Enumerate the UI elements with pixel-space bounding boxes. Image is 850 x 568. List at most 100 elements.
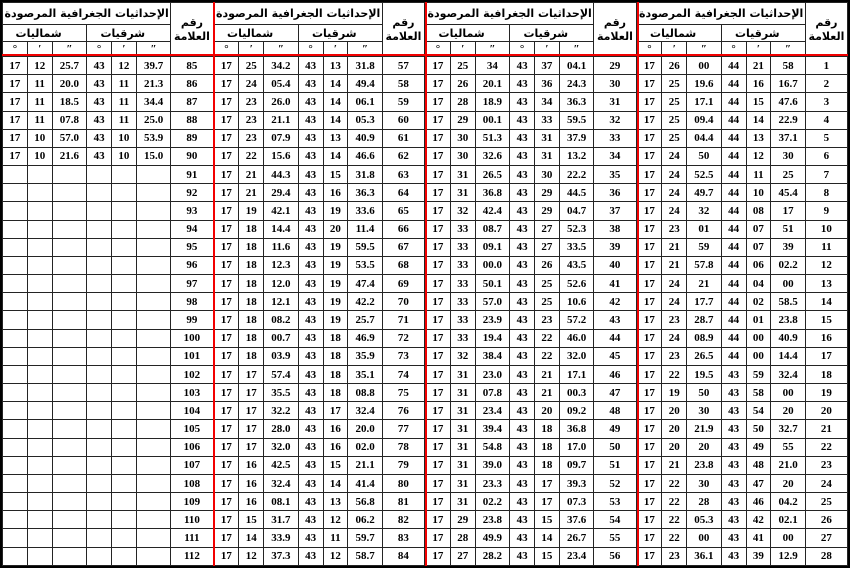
coordinate-cell: 25.0 <box>135 110 172 130</box>
mark-number-header-line2: العلامة <box>385 29 422 43</box>
coordinate-cell: 17 <box>425 473 451 494</box>
coordinate-cell: 22.2 <box>558 165 595 185</box>
coordinate-cell: 28.7 <box>686 310 722 330</box>
coordinate-cell: 02.0 <box>347 437 383 457</box>
table-row: 17 22 19.5 43 59 32.4 18 <box>636 364 849 385</box>
east-header: شرقيات <box>509 24 595 42</box>
coordinate-cell: 39.0 <box>474 455 511 475</box>
mark-number-cell: 48 <box>593 401 637 421</box>
mark-number-cell: 88 <box>170 110 214 130</box>
coordinate-cell: 12.1 <box>263 292 299 312</box>
coordinate-cell <box>26 401 53 421</box>
coordinate-cell: 18 <box>534 455 560 475</box>
coordinate-cell: 25 <box>449 55 476 76</box>
coordinate-cell: 24 <box>661 183 688 203</box>
table-row: 17 15 31.7 43 12 06.2 82 <box>213 510 426 530</box>
coordinate-cell: 43 <box>297 219 324 239</box>
coordinate-cell: 18.5 <box>51 92 88 112</box>
coordinate-cell: 19 <box>322 237 349 257</box>
coordinate-cell: 41.4 <box>347 473 383 494</box>
table-row: 17 17 35.5 43 18 08.8 75 <box>213 383 426 403</box>
coordinate-cell: 58.7 <box>347 546 383 567</box>
coordinate-cell: 32.7 <box>770 419 806 439</box>
mark-number-header-line2: العلامة <box>808 29 845 43</box>
table-row: 17 33 19.4 43 22 46.0 44 <box>425 328 637 348</box>
mark-number-cell: 85 <box>170 55 214 76</box>
coordinate-cell: 47.6 <box>770 92 806 112</box>
coordinate-cell: 28.0 <box>263 419 299 439</box>
coordinate-cell: 17 <box>213 165 240 185</box>
panel-title: الإحداثيات الجغرافية المرصودة <box>424 2 595 25</box>
coordinate-cell: 16 <box>238 473 265 494</box>
coordinate-cell: 22 <box>661 364 688 385</box>
coordinate-cell: 08 <box>745 201 772 221</box>
coordinate-cell: 43 <box>86 128 112 148</box>
coordinate-cell: 23.0 <box>474 364 511 385</box>
table-row: 17 21 57.8 44 06 02.2 12 <box>636 255 849 276</box>
coordinate-cell: 55 <box>770 437 806 457</box>
panel-marks-85-112: الإحداثيات الجغرافية المرصودة رقم العلام… <box>1 2 214 567</box>
coordinate-cell: 22 <box>534 328 560 348</box>
coordinate-cell: 32.6 <box>474 146 511 167</box>
coordinate-cell: 43 <box>297 128 324 148</box>
coordinate-cell: 42.2 <box>347 292 383 312</box>
coordinate-cell: 43 <box>509 74 535 94</box>
coordinate-cell <box>51 364 88 385</box>
coordinate-cell: 43 <box>86 55 112 76</box>
coordinate-cell: 43 <box>297 237 324 257</box>
coordinate-cell <box>26 437 53 457</box>
mark-number-cell: 28 <box>804 546 849 567</box>
coordinate-cell: 43 <box>297 165 324 185</box>
coordinate-cell: 00.1 <box>474 110 511 130</box>
mark-number-cell: 101 <box>170 346 214 366</box>
coordinate-cell: 25 <box>534 292 560 312</box>
coordinate-cell <box>26 328 53 348</box>
coordinate-cell: 43 <box>297 74 324 94</box>
coordinate-cell: 31 <box>449 455 476 475</box>
coordinate-cell <box>26 183 53 203</box>
coordinate-cell: 00 <box>745 328 772 348</box>
coordinate-cell: 37.3 <box>263 546 299 567</box>
coordinate-cell <box>2 310 28 330</box>
mark-number-cell: 36 <box>593 183 637 203</box>
coordinate-cell: 43 <box>509 92 535 112</box>
table-row: 17 14 33.9 43 11 59.7 83 <box>213 528 426 548</box>
coordinate-cell: 43 <box>720 473 747 494</box>
table-row: 17 18 11.6 43 19 59.5 67 <box>213 237 426 257</box>
table-row: 17 21 59 44 07 39 11 <box>636 237 849 257</box>
mark-number-cell: 8 <box>804 183 849 203</box>
table-row: 17 31 23.4 43 20 09.2 48 <box>425 401 637 421</box>
coordinate-cell: 17 <box>636 546 663 567</box>
coordinate-cell: 44 <box>720 92 747 112</box>
coordinate-cell: 17 <box>213 364 240 385</box>
table-row: 100 <box>2 328 214 348</box>
coordinate-cell: 10 <box>745 183 772 203</box>
table-row: 17 17 28.0 43 16 20.0 77 <box>213 419 426 439</box>
coordinate-cell: 14 <box>238 528 265 548</box>
coordinate-cell: 16 <box>322 419 349 439</box>
coordinate-cell: 17 <box>636 146 663 167</box>
mark-number-cell: 86 <box>170 74 214 94</box>
coordinate-cell: 33 <box>449 237 476 257</box>
coordinate-cell: 52.6 <box>558 274 595 294</box>
coordinate-cell: 17 <box>425 183 451 203</box>
coordinate-cell: 31.8 <box>347 55 383 76</box>
coordinate-cell: 18 <box>238 219 265 239</box>
coordinate-cell: 43 <box>297 201 324 221</box>
table-row: 17 31 54.8 43 18 17.0 50 <box>425 437 637 457</box>
coordinate-cell: 53.9 <box>135 128 172 148</box>
mark-number-cell: 65 <box>381 201 426 221</box>
coordinate-cell <box>135 528 172 548</box>
mark-number-header-line2: العلامة <box>173 29 210 43</box>
coordinate-cell: 42.1 <box>263 201 299 221</box>
coordinate-cell: 44 <box>720 201 747 221</box>
coordinate-cell: 13.2 <box>558 146 595 167</box>
table-row: 92 <box>2 183 214 203</box>
coordinate-cell: 08.1 <box>263 492 299 512</box>
coordinate-cell: 33 <box>449 292 476 312</box>
coordinate-cell: 04.7 <box>558 201 595 221</box>
table-row: 17 21 29.4 43 16 36.3 64 <box>213 183 426 203</box>
coordinate-cell: 31 <box>449 165 476 185</box>
coordinate-cell: 00.3 <box>558 383 595 403</box>
coordinate-cell: 43 <box>297 437 324 457</box>
